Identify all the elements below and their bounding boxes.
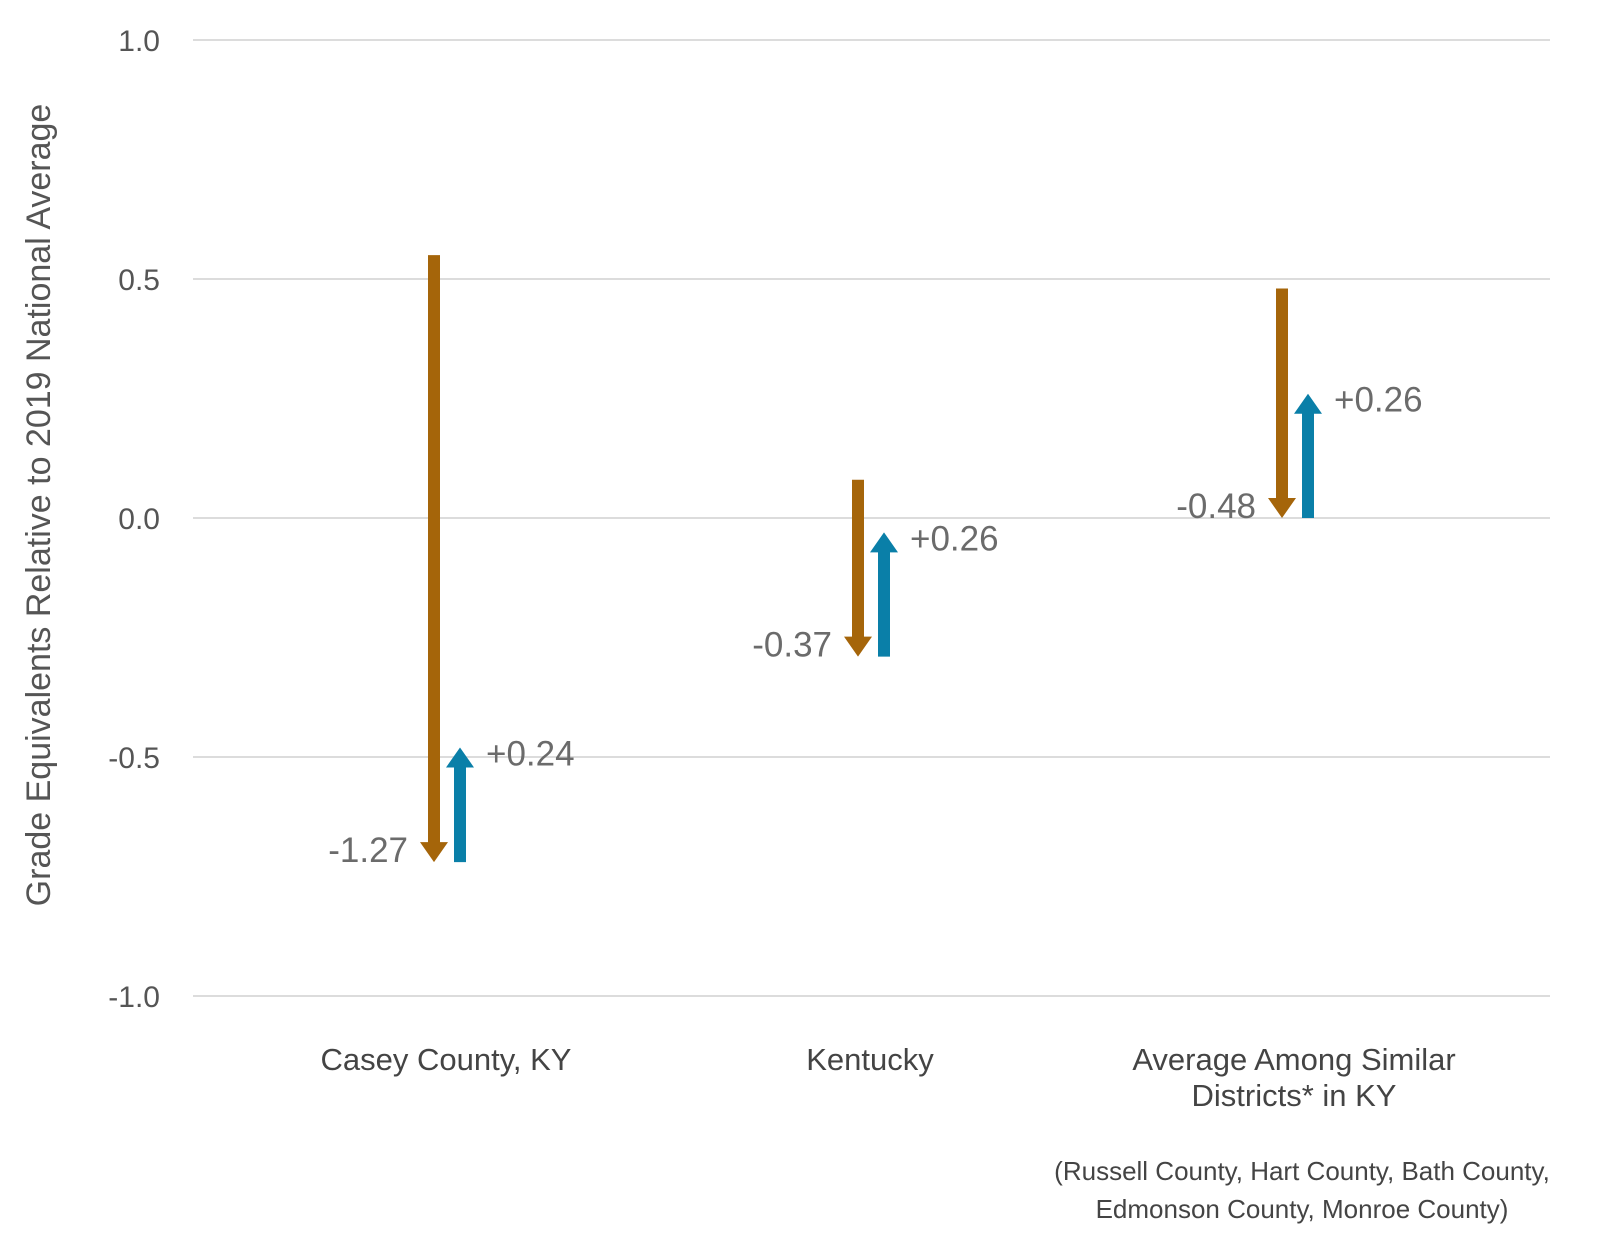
category-label: Kentucky [806, 1042, 934, 1077]
y-tick-label: 1.0 [118, 25, 160, 58]
footnote-line: (Russell County, Hart County, Bath Count… [1054, 1156, 1550, 1186]
y-tick-label: -1.0 [108, 981, 160, 1014]
y-tick-label: 0.0 [118, 503, 160, 536]
footnote: (Russell County, Hart County, Bath Count… [1054, 1156, 1550, 1224]
decline-value-label: -0.37 [752, 626, 832, 665]
x-axis-categories: Casey County, KY Kentucky Average Among Si… [321, 1042, 1456, 1113]
decline-arrow [420, 255, 448, 863]
arrows: -1.27 +0.24 -0.37 +0.26 -0.48 +0.26 [328, 255, 1423, 870]
recovery-arrow [870, 532, 898, 657]
decline-value-label: -0.48 [1176, 487, 1256, 526]
recovery-value-label: +0.24 [486, 734, 575, 773]
decline-arrow [844, 479, 872, 657]
recovery-arrow [446, 747, 474, 863]
recovery-arrow [1294, 393, 1322, 518]
recovery-value-label: +0.26 [910, 519, 999, 558]
footnote-line: Edmonson County, Monroe County) [1096, 1194, 1509, 1224]
decline-arrow [1268, 288, 1296, 518]
category-label: Casey County, KY [321, 1042, 572, 1077]
decline-value-label: -1.27 [328, 831, 408, 870]
category-label: Districts* in KY [1192, 1078, 1397, 1113]
y-tick-label: -0.5 [108, 742, 160, 775]
category-label: Average Among Similar [1132, 1042, 1455, 1077]
gridlines [193, 39, 1550, 997]
y-axis-title: Grade Equivalents Relative to 2019 Natio… [20, 104, 58, 907]
y-axis-ticks: 1.0 0.5 0.0 -0.5 -1.0 [108, 25, 160, 1014]
y-tick-label: 0.5 [118, 264, 160, 297]
recovery-value-label: +0.26 [1334, 381, 1423, 420]
